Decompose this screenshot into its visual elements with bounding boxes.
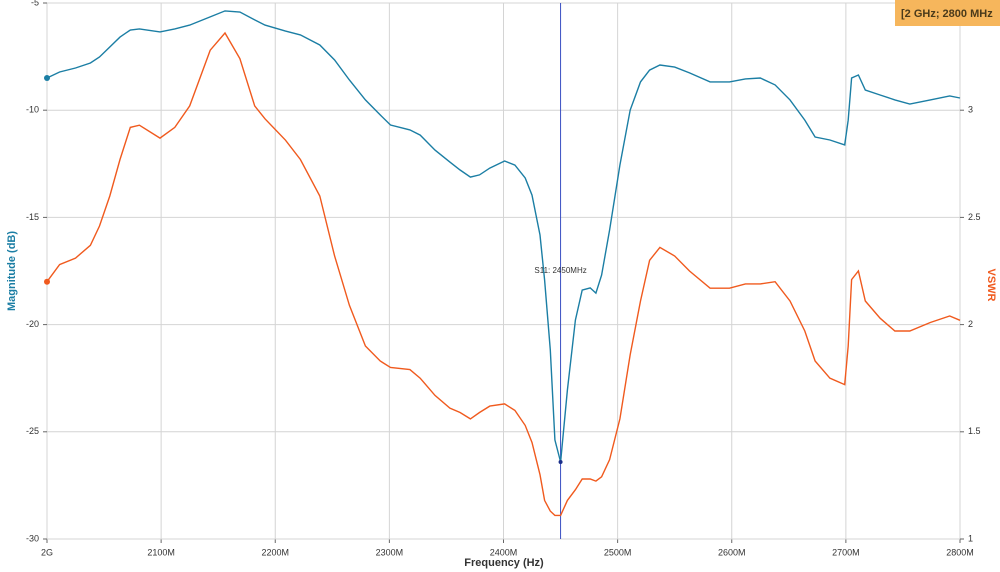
cursor-annotation: S11: 2450MHz	[534, 266, 586, 275]
x-tick-label: 2400M	[490, 547, 518, 557]
y2-tick-label: 2.5	[968, 212, 981, 222]
y-tick-label: -10	[26, 105, 39, 115]
x-axis-title: Frequency (Hz)	[464, 557, 544, 569]
y2-tick-label: 1	[968, 533, 973, 543]
x-tick-label: 2100M	[147, 547, 175, 557]
y2-tick-label: 2	[968, 319, 973, 329]
y-axis-title: Magnitude (dB)	[6, 231, 18, 311]
x-tick-label: 2G	[41, 547, 53, 557]
x-tick-label: 2200M	[261, 547, 289, 557]
x-tick-label: 2700M	[832, 547, 860, 557]
marker	[558, 460, 563, 465]
series-line	[46, 31, 961, 517]
y-tick-label: -5	[31, 0, 39, 7]
y2-axis-title: VSWR	[985, 269, 997, 302]
marker	[44, 278, 50, 285]
x-tick-label: 2600M	[718, 547, 746, 557]
y2-tick-label: 3	[968, 105, 973, 115]
series-line	[46, 10, 961, 463]
x-tick-label: 2300M	[376, 547, 404, 557]
x-tick-label: 2800M	[946, 547, 974, 557]
y-tick-label: -15	[26, 212, 39, 222]
marker	[44, 75, 50, 82]
range-label: [2 GHz; 2800 MHz	[901, 8, 993, 20]
x-tick-label: 2500M	[604, 547, 632, 557]
y2-tick-label: 1.5	[968, 426, 981, 436]
y-tick-label: -20	[26, 319, 39, 329]
range-box	[895, 0, 1000, 26]
y-tick-label: -30	[26, 533, 39, 543]
y-tick-label: -25	[26, 426, 39, 436]
